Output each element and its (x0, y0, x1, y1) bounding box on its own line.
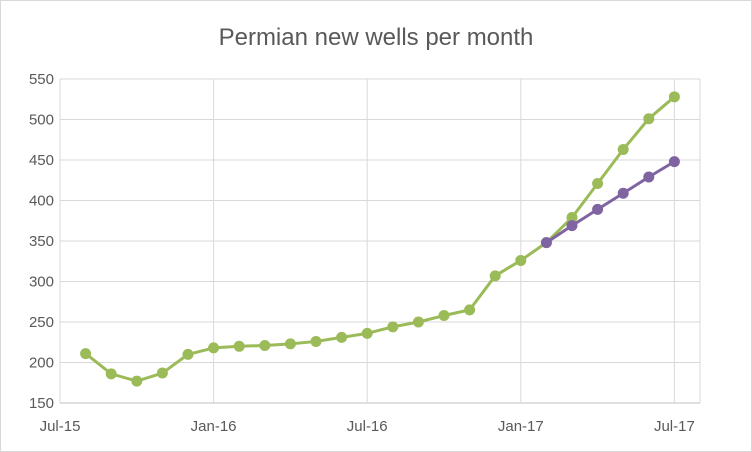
y-tick-label: 400 (29, 193, 54, 210)
data-point (438, 310, 450, 322)
data-point (156, 367, 168, 379)
x-tick-label: Jan-17 (498, 418, 544, 435)
data-point (643, 171, 655, 183)
y-tick-label: 300 (29, 274, 54, 291)
data-point (310, 335, 322, 347)
data-point (668, 156, 680, 168)
data-point (592, 203, 604, 215)
data-point (182, 348, 194, 360)
series-layer (80, 91, 680, 387)
data-point (566, 220, 578, 232)
data-point (259, 339, 271, 351)
data-point (566, 212, 578, 224)
y-tick-label: 550 (29, 71, 54, 88)
x-tick-label: Jul-16 (347, 418, 388, 435)
chart-title: Permian new wells per month (219, 24, 534, 51)
x-tick-label: Jul-15 (40, 418, 81, 435)
data-point (592, 177, 604, 189)
y-tick-label: 350 (29, 233, 54, 250)
y-tick-label: 200 (29, 355, 54, 372)
x-axis-ticks: Jul-15 Jan-16 Jul-16 Jan-17 Jul-17 (40, 418, 695, 435)
data-point (80, 348, 92, 360)
data-point (489, 270, 501, 282)
gridlines (59, 78, 701, 404)
series-line-1 (84, 95, 676, 383)
y-axis-ticks: 150 200 250 300 350 400 450 500 550 (29, 71, 54, 412)
data-point (668, 91, 680, 103)
data-point (540, 237, 552, 249)
y-tick-label: 450 (29, 152, 54, 169)
data-point (284, 338, 296, 350)
data-point (617, 187, 629, 199)
data-point (464, 304, 476, 316)
data-point (515, 254, 527, 266)
data-point (105, 368, 117, 380)
y-tick-label: 500 (29, 112, 54, 129)
data-point (412, 316, 424, 328)
data-point (617, 143, 629, 155)
data-point (131, 375, 143, 387)
series-line-2 (545, 160, 676, 244)
data-point (643, 113, 655, 125)
data-point (233, 340, 245, 352)
data-point (208, 342, 220, 354)
y-tick-label: 150 (29, 395, 54, 412)
x-tick-label: Jan-16 (191, 418, 237, 435)
x-tick-label: Jul-17 (654, 418, 695, 435)
data-point (387, 321, 399, 333)
y-tick-label: 250 (29, 314, 54, 331)
data-point (361, 327, 373, 339)
data-point (336, 331, 348, 343)
